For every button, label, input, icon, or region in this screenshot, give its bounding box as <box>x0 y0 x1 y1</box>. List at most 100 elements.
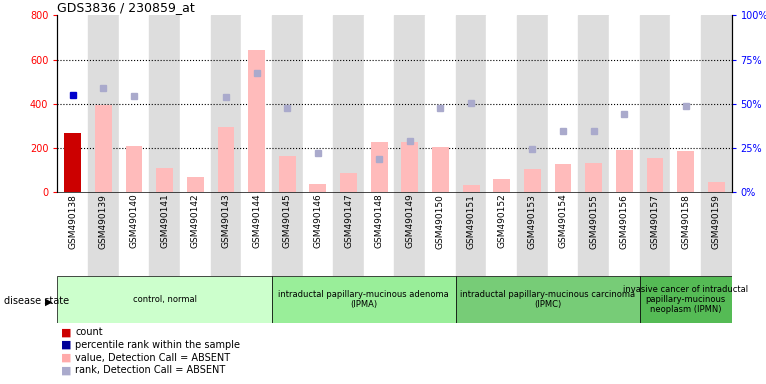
Bar <box>670 15 701 192</box>
Text: rank, Detection Call = ABSENT: rank, Detection Call = ABSENT <box>75 365 225 375</box>
Text: GSM490153: GSM490153 <box>528 194 537 248</box>
Text: intraductal papillary-mucinous adenoma
(IPMA): intraductal papillary-mucinous adenoma (… <box>279 290 449 309</box>
Text: disease state: disease state <box>4 296 69 306</box>
Text: ■: ■ <box>61 353 72 362</box>
Bar <box>180 192 211 276</box>
Bar <box>248 50 265 192</box>
Bar <box>701 192 732 276</box>
Bar <box>272 276 456 323</box>
Bar <box>670 192 701 276</box>
Bar <box>640 192 670 276</box>
Bar <box>401 142 418 192</box>
Bar <box>677 151 694 192</box>
Bar <box>456 15 486 192</box>
Text: GSM490147: GSM490147 <box>344 194 353 248</box>
Text: percentile rank within the sample: percentile rank within the sample <box>75 340 240 350</box>
Text: value, Detection Call = ABSENT: value, Detection Call = ABSENT <box>75 353 231 362</box>
Bar <box>585 163 602 192</box>
Bar <box>279 156 296 192</box>
Bar <box>425 15 456 192</box>
Bar <box>149 192 180 276</box>
Text: GSM490156: GSM490156 <box>620 194 629 248</box>
Text: GSM490152: GSM490152 <box>497 194 506 248</box>
Bar <box>524 169 541 192</box>
Bar <box>364 15 394 192</box>
Bar <box>708 182 725 192</box>
Text: GSM490142: GSM490142 <box>191 194 200 248</box>
Text: control, normal: control, normal <box>133 295 197 304</box>
Bar <box>578 192 609 276</box>
Bar <box>517 15 548 192</box>
Bar <box>456 276 640 323</box>
Bar <box>57 276 272 323</box>
Bar <box>394 15 425 192</box>
Bar <box>156 168 173 192</box>
Bar <box>241 15 272 192</box>
Bar <box>303 15 333 192</box>
Text: GSM490143: GSM490143 <box>221 194 231 248</box>
Text: GSM490146: GSM490146 <box>313 194 322 248</box>
Bar <box>218 127 234 192</box>
Bar <box>486 192 517 276</box>
Bar <box>456 192 486 276</box>
Bar <box>640 276 732 323</box>
Bar <box>333 192 364 276</box>
Text: GSM490139: GSM490139 <box>99 194 108 248</box>
Bar <box>394 192 425 276</box>
Bar <box>309 184 326 192</box>
Text: invasive cancer of intraductal
papillary-mucinous
neoplasm (IPMN): invasive cancer of intraductal papillary… <box>623 285 748 314</box>
Bar <box>95 105 112 192</box>
Bar <box>432 147 449 192</box>
Bar <box>333 15 364 192</box>
Bar <box>211 192 241 276</box>
Text: GSM490157: GSM490157 <box>650 194 660 248</box>
Text: GSM490145: GSM490145 <box>283 194 292 248</box>
Bar <box>364 192 394 276</box>
Text: GSM490138: GSM490138 <box>68 194 77 248</box>
Bar <box>616 150 633 192</box>
Bar <box>272 15 303 192</box>
Bar <box>149 15 180 192</box>
Text: GSM490155: GSM490155 <box>589 194 598 248</box>
Bar <box>187 177 204 192</box>
Bar <box>548 15 578 192</box>
Text: GSM490140: GSM490140 <box>129 194 139 248</box>
Bar <box>64 134 81 192</box>
Bar <box>88 192 119 276</box>
Bar <box>57 192 88 276</box>
Bar <box>701 15 732 192</box>
Text: GDS3836 / 230859_at: GDS3836 / 230859_at <box>57 1 195 14</box>
Bar <box>548 192 578 276</box>
Bar <box>88 15 119 192</box>
Bar <box>180 15 211 192</box>
Text: count: count <box>75 327 103 337</box>
Text: intraductal papillary-mucinous carcinoma
(IPMC): intraductal papillary-mucinous carcinoma… <box>460 290 635 309</box>
Text: GSM490149: GSM490149 <box>405 194 414 248</box>
Bar <box>340 173 357 192</box>
Bar <box>425 192 456 276</box>
Text: GSM490159: GSM490159 <box>712 194 721 248</box>
Bar <box>609 192 640 276</box>
Bar <box>555 164 571 192</box>
Bar <box>463 185 480 192</box>
Bar <box>241 192 272 276</box>
Bar <box>647 158 663 192</box>
Bar <box>486 15 517 192</box>
Text: ■: ■ <box>61 340 72 350</box>
Bar <box>493 179 510 192</box>
Bar <box>640 15 670 192</box>
Text: GSM490158: GSM490158 <box>681 194 690 248</box>
Bar <box>126 146 142 192</box>
Text: GSM490150: GSM490150 <box>436 194 445 248</box>
Bar <box>578 15 609 192</box>
Bar <box>119 15 149 192</box>
Text: GSM490148: GSM490148 <box>375 194 384 248</box>
Bar <box>119 192 149 276</box>
Bar <box>609 15 640 192</box>
Bar <box>272 192 303 276</box>
Text: ■: ■ <box>61 327 72 337</box>
Bar <box>211 15 241 192</box>
Bar <box>371 142 388 192</box>
Text: GSM490141: GSM490141 <box>160 194 169 248</box>
Bar <box>517 192 548 276</box>
